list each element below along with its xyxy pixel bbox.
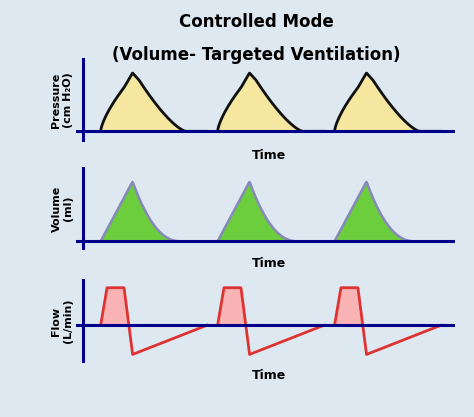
Text: Time: Time — [252, 149, 286, 162]
Y-axis label: Volume
(ml): Volume (ml) — [52, 186, 73, 231]
Y-axis label: Flow
(L/min): Flow (L/min) — [52, 299, 73, 343]
Y-axis label: Pressure
(cm H₂O): Pressure (cm H₂O) — [52, 72, 73, 128]
Text: (Volume- Targeted Ventilation): (Volume- Targeted Ventilation) — [112, 46, 400, 64]
Text: Time: Time — [252, 257, 286, 270]
Text: Controlled Mode: Controlled Mode — [179, 13, 333, 30]
Text: Time: Time — [252, 369, 286, 382]
